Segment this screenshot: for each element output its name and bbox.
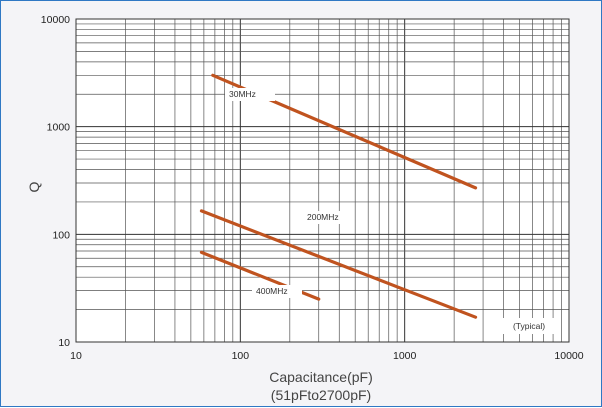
- x-axis-subtitle: (51pFto2700pF): [271, 387, 371, 403]
- typical-note-background: [500, 318, 558, 334]
- series-label-layer: 30MHz 200MHz 400MHz: [225, 88, 353, 298]
- x-axis-title: Capacitance(pF): [269, 369, 373, 385]
- grid: [76, 19, 569, 342]
- series-label-background: [225, 88, 275, 101]
- y-tick-labels: 10 100 1000 10000: [41, 14, 70, 349]
- plot-background: [76, 19, 569, 342]
- y-axis-title: Q: [26, 181, 42, 192]
- series-line: [199, 209, 478, 319]
- x-tick-label: 10: [70, 350, 82, 362]
- x-tick-label: 10000: [554, 350, 583, 362]
- series-label: 200MHz: [307, 212, 339, 222]
- series-label-background: [303, 211, 353, 224]
- series-label: 400MHz: [256, 286, 288, 296]
- series-label-background: [252, 285, 302, 298]
- y-tick-label: 10: [58, 337, 70, 349]
- y-tick-label: 100: [52, 229, 70, 241]
- y-tick-label: 10000: [41, 14, 70, 26]
- typical-note-text: (Typical): [513, 321, 545, 331]
- series-label: 30MHz: [229, 89, 256, 99]
- typical-note: (Typical): [500, 318, 558, 334]
- plot-border: [75, 18, 570, 343]
- x-tick-label: 1000: [393, 350, 417, 362]
- y-tick-label: 1000: [47, 122, 71, 134]
- x-tick-label: 100: [232, 350, 250, 362]
- x-tick-labels: 10 100 1000 10000: [70, 350, 584, 362]
